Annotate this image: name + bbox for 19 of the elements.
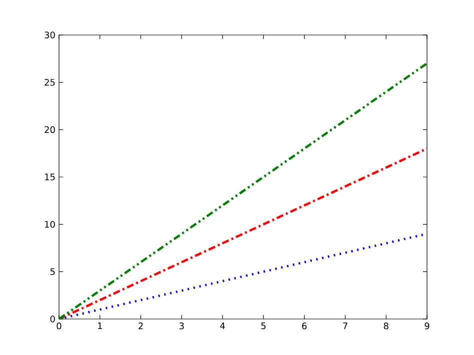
x-tick-label: 8 [384,322,388,330]
y-tick-label: 5 [50,268,55,275]
y-tick-label: 25 [44,78,55,86]
line-series [59,62,428,319]
x-tick-label: 4 [220,322,225,330]
y-tick-label: 15 [45,174,55,180]
line-series [59,147,428,319]
x-tick-label: 2 [138,322,143,330]
y-tick-label: 10 [45,220,55,228]
x-tick-label: 6 [302,322,307,330]
x-tick-label: 1 [98,322,102,330]
x-tick-label: 3 [180,322,184,330]
y-tick-label: 20 [44,126,55,134]
x-tick-label: 5 [261,322,266,330]
x-tick-label: 0 [56,322,62,330]
x-tick-label: 7 [343,322,348,330]
y-tick-label: 30 [44,32,55,38]
x-tick-label: 9 [424,322,430,330]
y-tick-label: 0 [50,316,55,322]
